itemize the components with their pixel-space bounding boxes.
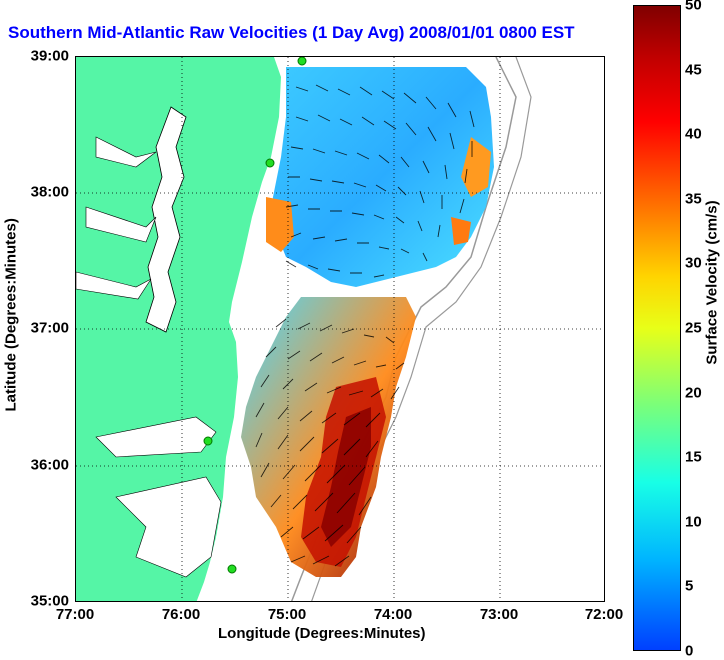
y-tick-36: 36:00 (30, 456, 69, 474)
velocity-colorbar (633, 5, 681, 651)
bay-tributary-3 (76, 271, 152, 300)
station-marker-4 (227, 564, 237, 574)
cb-tick-10: 10 (685, 513, 702, 531)
cb-tick-50: 50 (685, 0, 702, 14)
cb-tick-0: 0 (685, 642, 694, 660)
x-axis-label: Longitude (Degrees:Minutes) (218, 625, 426, 642)
cb-tick-5: 5 (685, 577, 694, 595)
velocity-vectors (255, 84, 475, 567)
x-tick-73: 73:00 (479, 606, 519, 623)
velocity-core-darkred (321, 407, 371, 547)
y-tick-37: 37:00 (30, 319, 69, 337)
cb-tick-25: 25 (685, 319, 702, 337)
velocity-hotspot-west (266, 197, 294, 252)
bay-tributary-2 (85, 206, 157, 243)
cb-tick-40: 40 (685, 125, 702, 143)
cb-tick-20: 20 (685, 384, 702, 402)
station-marker-1 (297, 57, 307, 66)
cb-tick-30: 30 (685, 254, 702, 272)
station-markers (203, 57, 307, 574)
velocity-hotspot-east-2 (451, 217, 471, 245)
land-mass (76, 57, 281, 601)
map-plot-area[interactable] (75, 56, 605, 602)
colorbar-label: Surface Velocity (cm/s) (703, 200, 721, 365)
x-tick-72: 72:00 (584, 606, 624, 623)
x-tick-74: 74:00 (373, 606, 413, 623)
x-tick-75: 75:00 (267, 606, 307, 623)
velocity-hotspot-east (461, 137, 491, 197)
x-tick-76: 76:00 (161, 606, 201, 623)
map-canvas (76, 57, 604, 601)
y-tick-35: 35:00 (30, 592, 69, 610)
map-title: Southern Mid-Atlantic Raw Velocities (1 … (8, 23, 575, 42)
cb-tick-45: 45 (685, 61, 702, 79)
cb-tick-35: 35 (685, 190, 702, 208)
chesapeake-bay (145, 106, 187, 333)
station-marker-2 (265, 158, 275, 168)
grid-lines (76, 57, 604, 601)
station-marker-3 (203, 436, 213, 446)
x-tick-77: 77:00 (55, 606, 95, 623)
bay-tributary-1 (95, 136, 157, 168)
pamlico-sound (115, 476, 222, 578)
y-tick-38: 38:00 (30, 183, 69, 201)
cb-tick-15: 15 (685, 448, 702, 466)
velocity-field-north (271, 67, 494, 287)
y-tick-39: 39:00 (30, 47, 69, 65)
y-axis-label: Latitude (Degrees:Minutes) (2, 218, 20, 412)
